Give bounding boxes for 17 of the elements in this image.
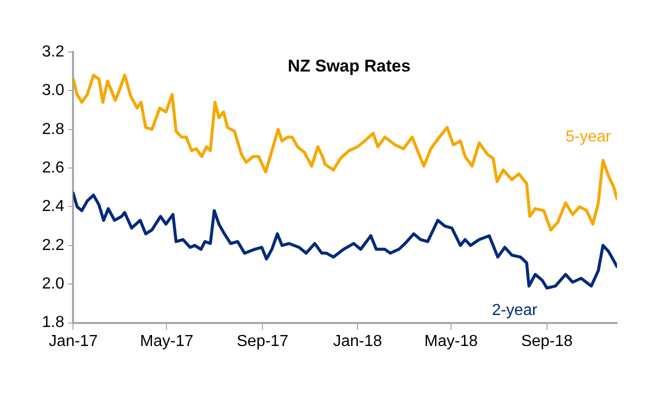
x-tick-label: May-18 xyxy=(424,332,478,350)
series-label: 2-year xyxy=(492,302,538,320)
y-tick-label: 2.8 xyxy=(42,120,64,138)
x-tick-label: Sep-18 xyxy=(521,332,573,350)
y-tick-label: 1.8 xyxy=(42,314,64,332)
x-tick-label: Jan-18 xyxy=(333,332,382,350)
series-label: 5-year xyxy=(566,128,612,146)
y-tick-label: 2.6 xyxy=(42,159,64,176)
y-tick-label: 3.0 xyxy=(42,82,64,100)
x-tick-label: Sep-17 xyxy=(236,332,288,350)
y-tick-label: 2.0 xyxy=(42,276,64,293)
y-tick-label: 3.2 xyxy=(42,43,64,60)
chart-title: NZ Swap Rates xyxy=(288,56,411,76)
y-tick-label: 2.4 xyxy=(42,198,64,216)
x-tick-label: Jan-17 xyxy=(48,332,98,350)
y-tick-label: 2.2 xyxy=(42,236,64,254)
x-tick-label: May-17 xyxy=(140,332,194,350)
